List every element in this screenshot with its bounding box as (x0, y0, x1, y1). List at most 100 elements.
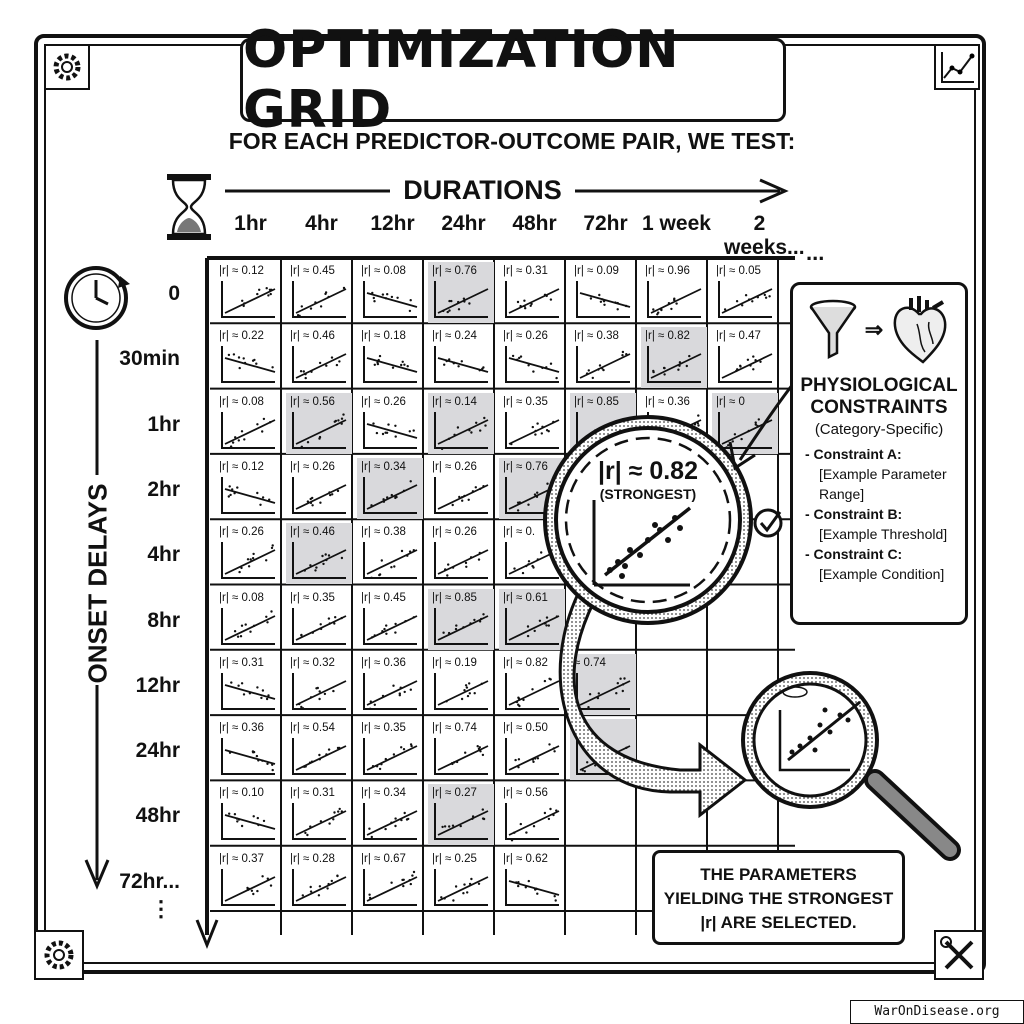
grid-cell[interactable]: |r| ≈ 0.82 (499, 654, 565, 715)
duration-label: 72hr (583, 212, 628, 235)
scatter-point (237, 438, 240, 442)
scatter-point (731, 439, 734, 443)
scatter-point (621, 682, 625, 686)
scatter-point (553, 894, 556, 898)
grid-cell[interactable]: |r| ≈ 0.35 (499, 393, 565, 454)
scatter-point (517, 884, 520, 887)
scatter-point (656, 313, 659, 316)
grid-cell[interactable]: |r| ≈ 0.08 (215, 393, 281, 454)
grid-cell[interactable]: |r| ≈ 0.37 (215, 850, 281, 911)
grid-cell[interactable]: |r| ≈ 0.82 (641, 327, 707, 389)
grid-cell[interactable]: |r| ≈ 0. (499, 523, 565, 584)
scatter-point (368, 893, 371, 896)
grid-cell[interactable]: |r| ≈ 0.74 (428, 719, 494, 780)
grid-cell[interactable]: |r| ≈ 0.45 (286, 262, 352, 323)
grid-cell[interactable]: |r| ≈ 0.35 (357, 719, 423, 780)
grid-cell[interactable]: |r| ≈ 0.34 (357, 784, 423, 845)
grid-cell[interactable]: |r| ≈ 0.34 (357, 457, 423, 519)
grid-cell[interactable]: |r| ≈ 0.31 (215, 654, 281, 715)
grid-cell[interactable]: |r| ≈ 0.62 (499, 850, 565, 911)
grid-cell[interactable]: |r| ≈ 0.08 (215, 589, 281, 650)
grid-cell[interactable]: |r| ≈ 0.26 (499, 327, 565, 388)
scatter-point (247, 565, 251, 568)
grid-cell[interactable]: |r| ≈ 0.32 (286, 654, 352, 715)
scatter-point (549, 298, 553, 301)
grid-cell[interactable]: |r| ≈ 0.46 (286, 523, 352, 585)
grid-cell[interactable]: |r| ≈ 0.31 (499, 262, 565, 323)
grid-cell[interactable]: |r| ≈ 0.36 (357, 654, 423, 715)
grid-cell[interactable]: |r| ≈ 0.27 (428, 784, 494, 846)
scatter-point (309, 695, 313, 699)
scatter-point (261, 496, 265, 499)
grid-cell[interactable]: |r| ≈ 0.26 (428, 458, 494, 519)
grid-cell[interactable]: |r| ≈ 0.26 (286, 458, 352, 519)
grid-cell[interactable]: |r| ≈ 0 (712, 392, 778, 454)
scatter-point (688, 355, 691, 358)
grid-cell[interactable]: |r| ≈ 0.38 (570, 327, 636, 388)
grid-cell[interactable]: |r| ≈ 0.56 (286, 392, 352, 454)
correlation-value: |r| ≈ 0.85 (432, 591, 477, 604)
scatter-point (751, 300, 754, 303)
plot-axes (221, 281, 275, 318)
grid-cell[interactable]: |r| ≈ 0.25 (428, 850, 494, 911)
scatter-point (535, 887, 538, 890)
mini-scatter-plot (434, 738, 489, 776)
scatter-point (390, 295, 394, 299)
grid-cell[interactable]: |r| ≈ 0.18 (357, 327, 423, 388)
scatter-point (306, 500, 310, 503)
grid-cell[interactable]: |r| ≈ 0.28 (286, 850, 352, 911)
grid-cell[interactable]: |r| ≈ 0.96 (641, 262, 707, 323)
grid-cell[interactable]: |r| ≈ 0.61 (499, 588, 565, 650)
scatter-point (463, 300, 466, 303)
grid-cell[interactable]: |r| ≈ 0.45 (357, 589, 423, 650)
constraint-detail: [Example Parameter Range] (819, 466, 947, 502)
scatter-point (322, 562, 325, 566)
grid-cell[interactable]: |r| ≈ 0.36 (215, 719, 281, 780)
grid-cell[interactable]: |r| ≈ 0.67 (357, 850, 423, 911)
grid-cell[interactable]: |r| ≈ 0.14 (428, 392, 494, 454)
grid-cell[interactable]: |r| ≈ 0.56 (499, 784, 565, 845)
mini-scatter-plot (292, 803, 347, 841)
grid-cell[interactable]: |r| ≈ 0.10 (215, 784, 281, 845)
plot-axes (434, 411, 488, 449)
grid-cell[interactable]: |r| ≈ 0.26 (215, 523, 281, 584)
scatter-point (475, 421, 478, 424)
grid-cell[interactable]: |r| ≈ 0.12 (215, 458, 281, 519)
correlation-value: |r| ≈ 0.26 (361, 395, 406, 408)
grid-cell[interactable]: |r| ≈ 0.47 (712, 327, 778, 388)
scatter-point (678, 364, 681, 368)
scatter-point (531, 758, 534, 761)
grid-cell[interactable]: |r| ≈ 0.19 (428, 654, 494, 715)
scatter-point (230, 681, 233, 684)
grid-cell[interactable]: |r| ≈ 0.26 (357, 393, 423, 454)
grid-cell[interactable]: ≈ 0.74 (570, 653, 636, 715)
scatter-point (329, 493, 332, 497)
trend-line (579, 292, 631, 308)
grid-cell[interactable]: |r| ≈ 0.54 (286, 719, 352, 780)
grid-cell[interactable]: |r| ≈ 0.76 (428, 262, 494, 323)
scatter-point (390, 493, 393, 497)
grid-cell[interactable]: |r| ≈ 0.35 (286, 589, 352, 650)
scatter-point (480, 682, 483, 685)
grid-cell[interactable]: |r| ≈ 0.12 (215, 262, 281, 323)
scatter-point (412, 615, 415, 618)
correlation-value: |r| ≈ 0.96 (645, 265, 690, 277)
plot-axes (363, 868, 417, 906)
scatter-point (257, 824, 260, 827)
grid-cell[interactable]: |r| ≈ 0.24 (428, 327, 494, 388)
grid-cell[interactable]: |r| ≈ 0.26 (428, 523, 494, 584)
grid-cell[interactable]: |r| ≈ 0.38 (357, 523, 423, 584)
scatter-point (319, 627, 323, 630)
grid-cell[interactable]: |r| ≈ 0.22 (215, 327, 281, 388)
grid-cell[interactable]: |r| ≈ 0.31 (286, 784, 352, 845)
grid-cell[interactable]: |r| ≈ 0.09 (570, 262, 636, 323)
grid-cell[interactable]: |r| ≈ 0.85 (428, 588, 494, 650)
grid-cell[interactable]: |r| ≈ 0.46 (286, 327, 352, 388)
plot-axes (221, 803, 275, 841)
grid-cell[interactable]: |r| ≈ 0.50 (499, 719, 565, 780)
scatter-point (526, 624, 530, 628)
grid-cell[interactable]: |r| ≈ 0.05 (712, 262, 778, 323)
grid-cell[interactable]: |r| ≈ 0.08 (357, 262, 423, 323)
scatter-point (262, 417, 266, 420)
scatter-point (267, 694, 270, 697)
